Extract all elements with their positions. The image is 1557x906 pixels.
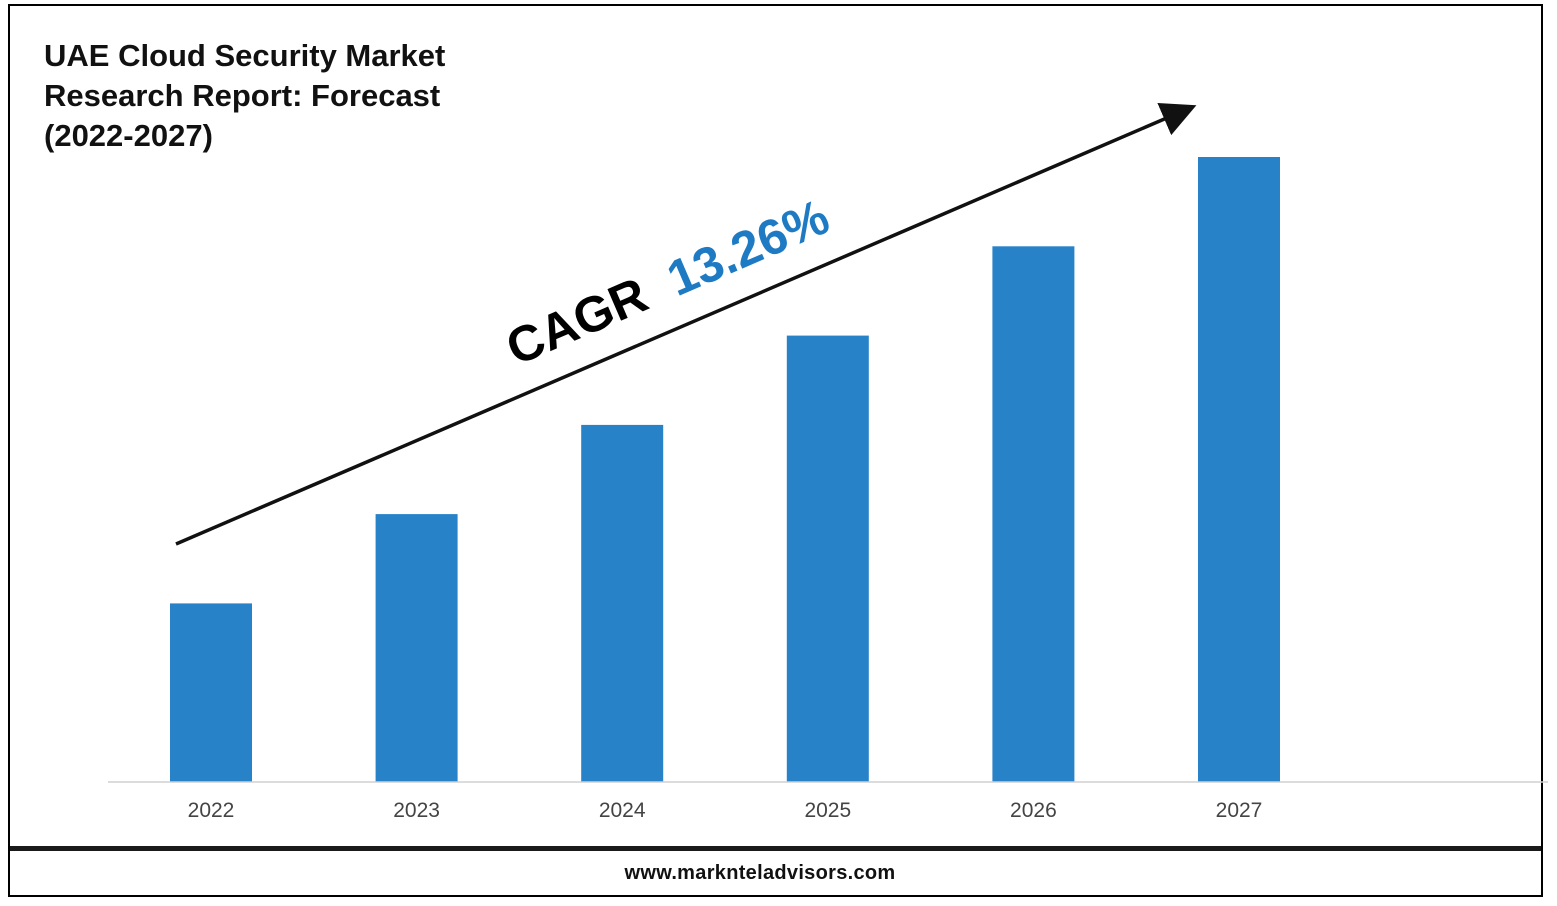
x-tick-label: 2026 bbox=[1010, 799, 1057, 822]
footer-url[interactable]: www.marknteladvisors.com bbox=[624, 862, 896, 884]
chart-title: UAE Cloud Security Market Research Repor… bbox=[44, 38, 446, 153]
footer-band bbox=[10, 846, 1541, 851]
x-tick-label: 2027 bbox=[1216, 799, 1263, 822]
cagr-label: CAGR bbox=[498, 266, 655, 376]
bar-2027 bbox=[1198, 157, 1280, 782]
growth-arrow bbox=[175, 102, 1197, 546]
x-tick-label: 2022 bbox=[188, 799, 235, 822]
bar-2023 bbox=[375, 514, 458, 782]
x-tick-label: 2023 bbox=[393, 799, 440, 822]
bar-2024 bbox=[581, 424, 664, 782]
cagr-value: 13.26% bbox=[659, 188, 837, 307]
bar-2026 bbox=[992, 246, 1075, 783]
bar-2022 bbox=[170, 603, 252, 782]
bar-2025 bbox=[786, 335, 869, 782]
x-tick-label: 2025 bbox=[804, 799, 851, 822]
x-tick-label: 2024 bbox=[599, 799, 646, 822]
chart-frame bbox=[8, 4, 1543, 897]
